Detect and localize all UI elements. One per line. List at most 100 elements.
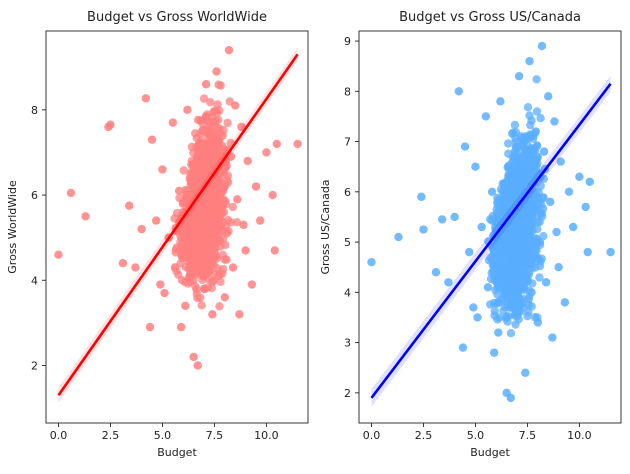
scatter-point: [228, 263, 238, 272]
scatter-point: [527, 116, 536, 125]
scatter-point: [490, 311, 499, 320]
scatter-point: [152, 216, 161, 225]
scatter-point: [483, 283, 493, 292]
scatter-point: [510, 147, 520, 156]
scatter-point: [521, 368, 530, 377]
scatter-point: [215, 302, 224, 311]
scatter-point: [54, 250, 63, 259]
scatter-point: [218, 131, 227, 140]
scatter-point: [223, 178, 233, 187]
scatter-point: [500, 192, 509, 201]
scatter-point: [220, 293, 230, 302]
scatter-point: [501, 286, 510, 295]
scatter-point: [241, 246, 250, 255]
scatter-point: [176, 322, 186, 332]
scatter-point: [523, 312, 532, 321]
scatter-point: [239, 220, 248, 230]
scatter-point: [226, 152, 236, 161]
scatter-point: [585, 177, 595, 186]
scatter-point: [199, 284, 209, 293]
scatter-point: [522, 146, 531, 155]
scatter-point: [179, 166, 188, 175]
x-tick-label: 5.0: [467, 429, 485, 442]
scatter-point: [200, 217, 209, 226]
scatter-point: [515, 177, 524, 186]
scatter-point: [192, 161, 202, 170]
scatter-point: [511, 320, 520, 329]
scatter-point: [367, 257, 376, 267]
x-tick-label: 7.5: [206, 429, 224, 442]
point-cloud: [170, 80, 242, 311]
scatter-point: [124, 201, 134, 210]
scatter-point: [216, 151, 225, 161]
scatter-point: [168, 118, 178, 127]
scatter-point: [486, 300, 495, 309]
scatter-point: [537, 41, 547, 51]
scatter-point: [539, 147, 549, 156]
scatter-point: [500, 257, 509, 267]
scatter-point: [554, 263, 563, 272]
scatter-point: [516, 217, 526, 227]
scatter-point: [508, 237, 518, 247]
scatter-point: [454, 87, 464, 96]
scatter-point: [536, 114, 545, 123]
scatter-point: [568, 222, 578, 232]
scatter-point: [499, 266, 509, 275]
x-tick-label: 2.5: [102, 429, 120, 442]
scatter-point: [504, 172, 513, 181]
scatter-point: [583, 247, 592, 257]
scatter-point: [527, 288, 536, 297]
scatter-point: [528, 157, 537, 167]
scatter-point: [518, 209, 527, 218]
scatter-point: [193, 115, 203, 125]
scatter-point: [200, 246, 210, 255]
scatter-point: [544, 92, 553, 101]
y-axis-label: Gross WorldWide: [6, 180, 19, 274]
scatter-point: [510, 120, 520, 130]
scatter-point: [237, 122, 246, 132]
scatter-point: [460, 142, 470, 151]
y-tick-label: 6: [344, 186, 351, 199]
regression-line: [370, 82, 612, 399]
plot-area: [367, 41, 615, 407]
scatter-point: [510, 190, 519, 200]
scatter-point: [481, 112, 491, 121]
scatter-point: [215, 214, 225, 224]
scatter-point: [458, 343, 468, 352]
scatter-point: [527, 264, 536, 273]
scatter-point: [268, 190, 277, 200]
y-tick-label: 7: [344, 136, 351, 149]
scatter-point: [523, 248, 532, 257]
scatter-point: [187, 142, 196, 152]
y-tick-label: 3: [344, 337, 351, 350]
scatter-point: [437, 215, 447, 224]
scatter-point: [255, 216, 265, 225]
scatter-point: [533, 318, 543, 327]
y-tick-label: 8: [344, 85, 351, 98]
scatter-point: [496, 97, 505, 106]
scatter-point: [606, 247, 615, 257]
x-axis-label: Budget: [157, 446, 197, 459]
scatter-point: [145, 322, 155, 332]
scatter-point: [179, 246, 188, 255]
scatter-point: [204, 275, 214, 284]
scatter-point: [106, 120, 115, 129]
scatter-point: [523, 103, 533, 112]
scatter-point: [223, 118, 232, 128]
scatter-point: [206, 194, 215, 203]
scatter-point: [223, 215, 233, 225]
scatter-point: [450, 212, 459, 222]
scatter-point: [197, 301, 206, 310]
scatter-point: [465, 247, 474, 257]
y-tick-label: 4: [344, 286, 351, 299]
scatter-point: [203, 139, 213, 148]
scatter-point: [205, 222, 214, 231]
scatter-point: [187, 241, 196, 251]
scatter-point: [504, 163, 513, 173]
scatter-point: [512, 273, 521, 282]
scatter-point: [197, 148, 207, 157]
y-tick-label: 4: [31, 274, 38, 287]
scatter-point: [141, 94, 151, 103]
scatter-point: [419, 225, 428, 234]
scatter-point: [535, 237, 545, 247]
